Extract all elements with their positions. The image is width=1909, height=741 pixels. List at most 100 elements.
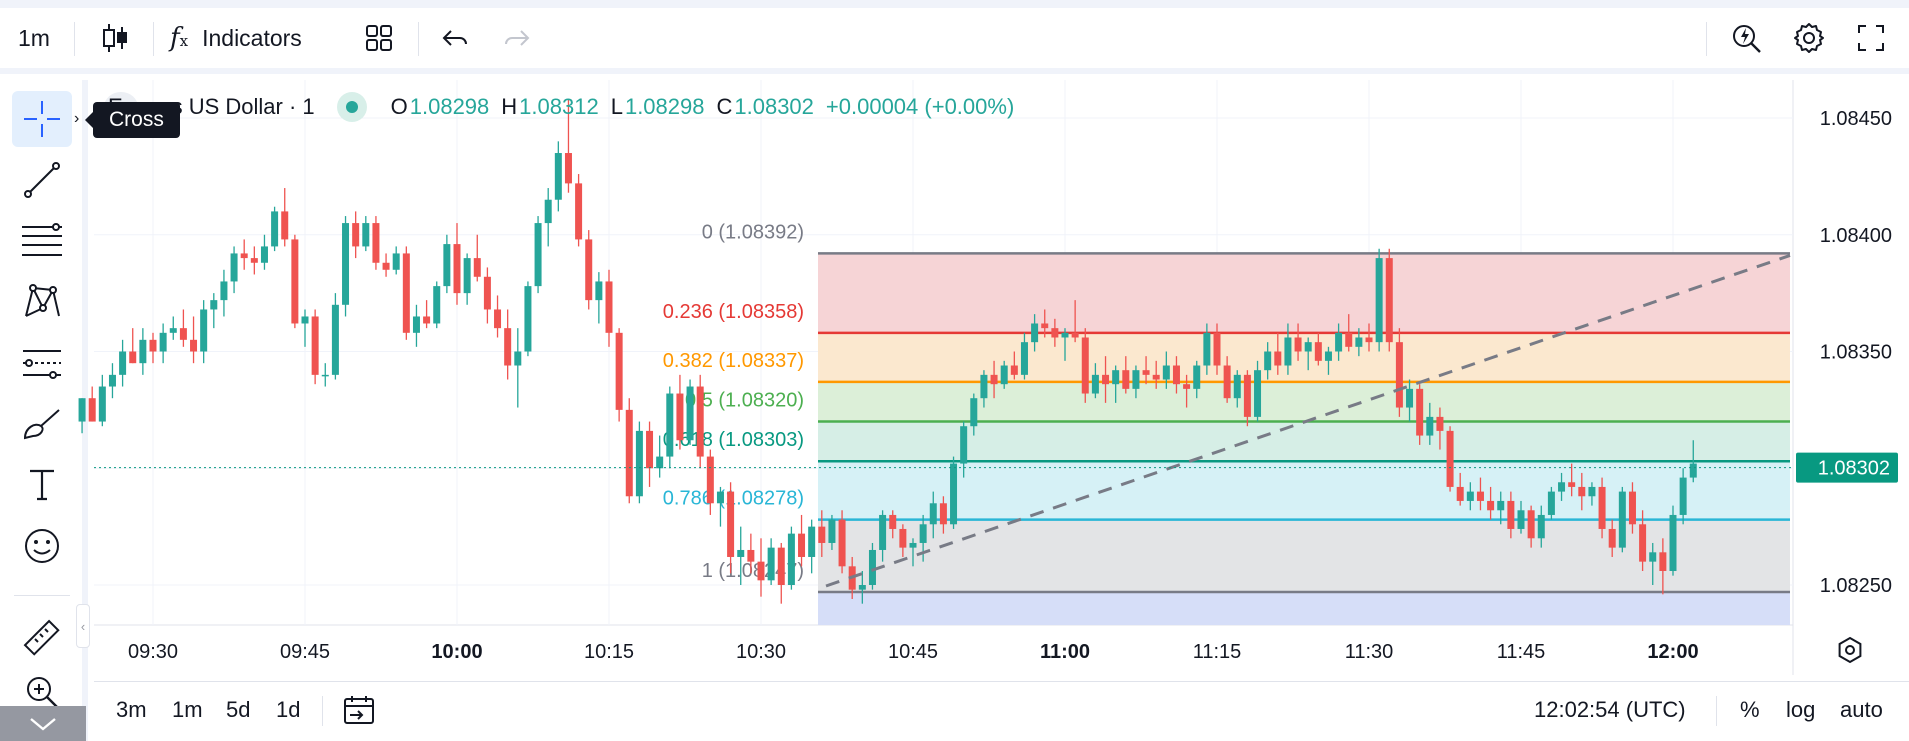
redo-icon[interactable] bbox=[494, 8, 540, 68]
candle-body bbox=[1426, 416, 1434, 436]
text-icon[interactable] bbox=[12, 457, 72, 513]
candle-body bbox=[960, 426, 968, 464]
candle-body bbox=[554, 153, 562, 200]
candle-body bbox=[818, 526, 826, 543]
candle-body bbox=[767, 547, 775, 581]
low-label: L bbox=[610, 94, 623, 119]
fib-lines-icon[interactable] bbox=[12, 213, 72, 269]
candle-body bbox=[524, 286, 532, 352]
fx-icon: fx bbox=[170, 23, 189, 53]
time-scale[interactable]: 09:30 09:45 10:00 10:15 10:30 10:45 11:00 11:15… bbox=[128, 636, 1862, 664]
time-tick-label: 11:00 bbox=[1040, 641, 1090, 663]
candle-body bbox=[473, 258, 481, 277]
candle-body bbox=[1061, 332, 1069, 338]
interval-button[interactable]: 1m bbox=[18, 24, 50, 51]
indicators-button[interactable]: fx Indicators bbox=[170, 8, 340, 68]
candle-body bbox=[990, 374, 998, 385]
candle-body bbox=[179, 328, 187, 340]
candle-body bbox=[980, 374, 988, 399]
high-value: 1.08312 bbox=[519, 94, 599, 119]
candle-body bbox=[879, 514, 887, 550]
candle-body bbox=[1466, 491, 1474, 501]
candle-body bbox=[1102, 374, 1110, 385]
fib-zone-fill bbox=[818, 592, 1790, 625]
fullscreen-icon[interactable] bbox=[1848, 8, 1894, 68]
candle-body bbox=[716, 491, 724, 504]
log-toggle[interactable]: log bbox=[1786, 697, 1816, 722]
range-5d-button[interactable]: 5d bbox=[226, 697, 251, 722]
candle-body bbox=[1010, 365, 1018, 375]
utc-clock[interactable]: 12:02:54 (UTC) bbox=[1534, 697, 1686, 722]
time-tick-label: 09:45 bbox=[280, 641, 330, 663]
settings-icon[interactable] bbox=[1786, 8, 1832, 68]
chevron-right-icon[interactable]: › bbox=[74, 110, 80, 127]
candle-body bbox=[1628, 491, 1636, 525]
fibonacci-retracement[interactable]: 0 (1.08392) 0.236 (1.08358) 0.382 (1.08337… bbox=[663, 221, 1790, 625]
candle-body bbox=[1517, 510, 1525, 529]
range-1m-button[interactable]: 1m bbox=[172, 697, 203, 722]
candle-body bbox=[950, 463, 958, 525]
time-tick-label: 10:45 bbox=[888, 641, 938, 663]
candle-body bbox=[1345, 332, 1353, 347]
scale-settings-icon[interactable] bbox=[1838, 636, 1862, 664]
chart-canvas[interactable]: 0 (1.08392) 0.236 (1.08358) 0.382 (1.08337… bbox=[0, 0, 1909, 681]
fib-zone-fill bbox=[818, 381, 1790, 422]
ruler-icon[interactable] bbox=[12, 610, 72, 666]
top-strip bbox=[0, 0, 1909, 8]
cross-icon[interactable] bbox=[12, 91, 72, 147]
auto-toggle[interactable]: auto bbox=[1840, 697, 1883, 722]
candle-body bbox=[1416, 388, 1424, 436]
candle-body bbox=[1213, 332, 1221, 366]
time-tick-label: 10:15 bbox=[584, 641, 634, 663]
candle-body bbox=[1456, 486, 1464, 501]
candle-body bbox=[1527, 510, 1535, 539]
candle-body bbox=[342, 223, 350, 305]
candle-body bbox=[534, 223, 542, 287]
last-price-label: 1.08302 bbox=[1818, 458, 1890, 480]
last-price-badge bbox=[1796, 452, 1898, 483]
candle-body bbox=[777, 547, 785, 585]
candle-body bbox=[1395, 342, 1403, 408]
candle-body bbox=[1314, 342, 1322, 361]
emoji-icon[interactable] bbox=[12, 518, 72, 574]
candle-body bbox=[1355, 337, 1363, 347]
range-3m-button[interactable]: 3m bbox=[116, 697, 147, 722]
candle-body bbox=[1254, 370, 1262, 417]
candle-body bbox=[615, 332, 623, 410]
market-status-icon[interactable] bbox=[336, 92, 367, 122]
toolbar-divider bbox=[153, 22, 154, 56]
layout-grid-icon[interactable] bbox=[356, 8, 402, 68]
range-1d-button[interactable]: 1d bbox=[276, 697, 301, 722]
candle-body bbox=[78, 398, 86, 422]
undo-icon[interactable] bbox=[432, 8, 478, 68]
candle-body bbox=[1476, 491, 1484, 501]
candle-body bbox=[544, 199, 552, 224]
candle-body bbox=[939, 503, 947, 525]
candle-body bbox=[240, 253, 248, 259]
price-scale[interactable]: 1.08450 1.08400 1.08350 1.08250 1.08302 bbox=[1796, 108, 1898, 597]
fib-trend-line[interactable] bbox=[825, 254, 1791, 588]
candle-body bbox=[1183, 384, 1191, 389]
goto-date-icon[interactable] bbox=[342, 682, 376, 738]
zoom-icon[interactable] bbox=[12, 664, 72, 720]
collapse-toolbar-handle[interactable]: ‹ bbox=[76, 604, 90, 648]
trend-line-icon[interactable] bbox=[12, 152, 72, 208]
quick-search-icon[interactable] bbox=[1724, 8, 1770, 68]
candle-body bbox=[1193, 365, 1201, 389]
candles-icon[interactable] bbox=[92, 8, 138, 68]
candle-body bbox=[1689, 463, 1697, 478]
pattern-icon[interactable] bbox=[12, 274, 72, 330]
chart-overlay bbox=[94, 254, 1793, 588]
brush-icon[interactable] bbox=[12, 396, 72, 452]
candle-body bbox=[868, 549, 876, 585]
prediction-icon[interactable] bbox=[12, 335, 72, 391]
candle-body bbox=[1081, 337, 1089, 394]
candle-body bbox=[1223, 365, 1231, 399]
candle-body bbox=[1436, 416, 1444, 431]
percent-toggle[interactable]: % bbox=[1740, 697, 1760, 722]
more-tools-button[interactable] bbox=[0, 706, 86, 741]
cross-tooltip: Cross bbox=[85, 102, 180, 138]
candle-body bbox=[929, 503, 937, 525]
candle-body bbox=[108, 374, 116, 387]
candle-body bbox=[635, 430, 643, 497]
